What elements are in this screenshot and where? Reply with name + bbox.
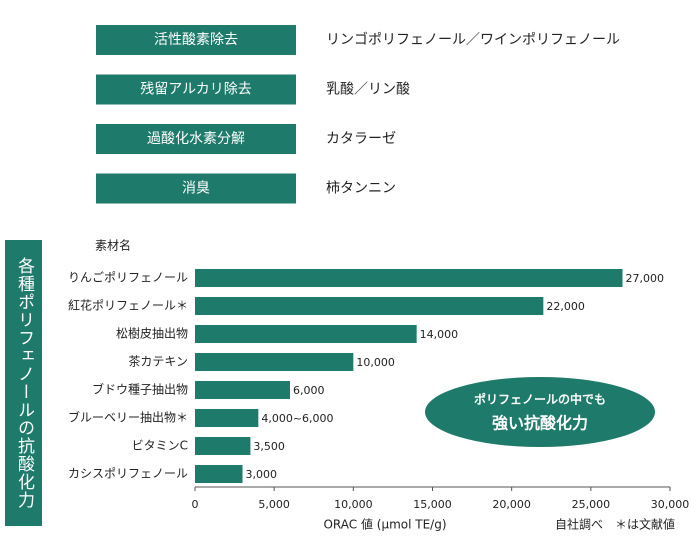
callout-text: ポリフェノールの中でも [474,392,606,407]
y-tick-label: 紅花ポリフェノール＊ [68,298,188,313]
feature-description: リンゴポリフェノール／ワインポリフェノール [326,31,620,48]
side-title: 各種ポリフェノールの抗酸化力 [5,240,42,526]
y-tick-label: 松樹皮抽出物 [116,327,188,341]
bar [195,325,417,343]
bar [195,381,290,399]
data-label: 4,000~6,000 [261,412,333,425]
data-label: 22,000 [546,300,585,313]
callout [425,377,655,447]
y-tick-label: 茶カテキン [128,354,188,369]
x-tick-label: 25,000 [572,498,611,511]
category-axis-label: 素材名 [95,238,131,253]
bar [195,437,251,455]
feature-box [96,124,296,154]
bar [195,409,259,427]
x-tick-label: 30,000 [651,498,690,511]
callout-text: 強い抗酸化力 [492,414,588,433]
x-tick-label: 0 [192,498,199,511]
y-tick-label: ブドウ種子抽出物 [92,382,188,397]
y-tick-label: ビタミンC [132,439,188,453]
feature-label: 消臭 [182,181,210,197]
data-label: 27,000 [626,272,665,285]
data-label: 3,500 [253,440,285,453]
feature-label: 過酸化水素分解 [147,131,245,147]
data-label: 14,000 [420,328,459,341]
feature-box [96,173,296,204]
feature-label: 残留アルカリ除去 [140,82,251,98]
bar [195,465,243,483]
data-label: 3,000 [246,468,278,481]
feature-label: 活性酸素除去 [154,32,238,48]
data-label: 6,000 [293,384,325,397]
y-tick-label: カシスポリフェノール [68,467,188,481]
feature-description: 柿タンニン [326,180,396,197]
x-tick-label: 10,000 [334,498,373,511]
bar [195,353,354,371]
bar [195,269,623,287]
feature-description: カタラーゼ [326,131,396,147]
note: 自社調べ ＊は文献値 [555,517,675,532]
data-label: 10,000 [356,356,395,369]
x-axis-label: ORAC 値 (μmol TE/g) [323,517,446,532]
feature-box [96,74,296,105]
x-tick-label: 5,000 [258,498,290,511]
x-tick-label: 20,000 [492,498,531,511]
y-tick-label: ブルーベリー抽出物＊ [68,410,188,425]
x-tick-label: 15,000 [413,498,452,511]
y-tick-label: りんごポリフェノール [68,270,188,285]
bar [195,297,544,315]
feature-box [96,25,296,55]
feature-description: 乳酸／リン酸 [326,82,410,98]
